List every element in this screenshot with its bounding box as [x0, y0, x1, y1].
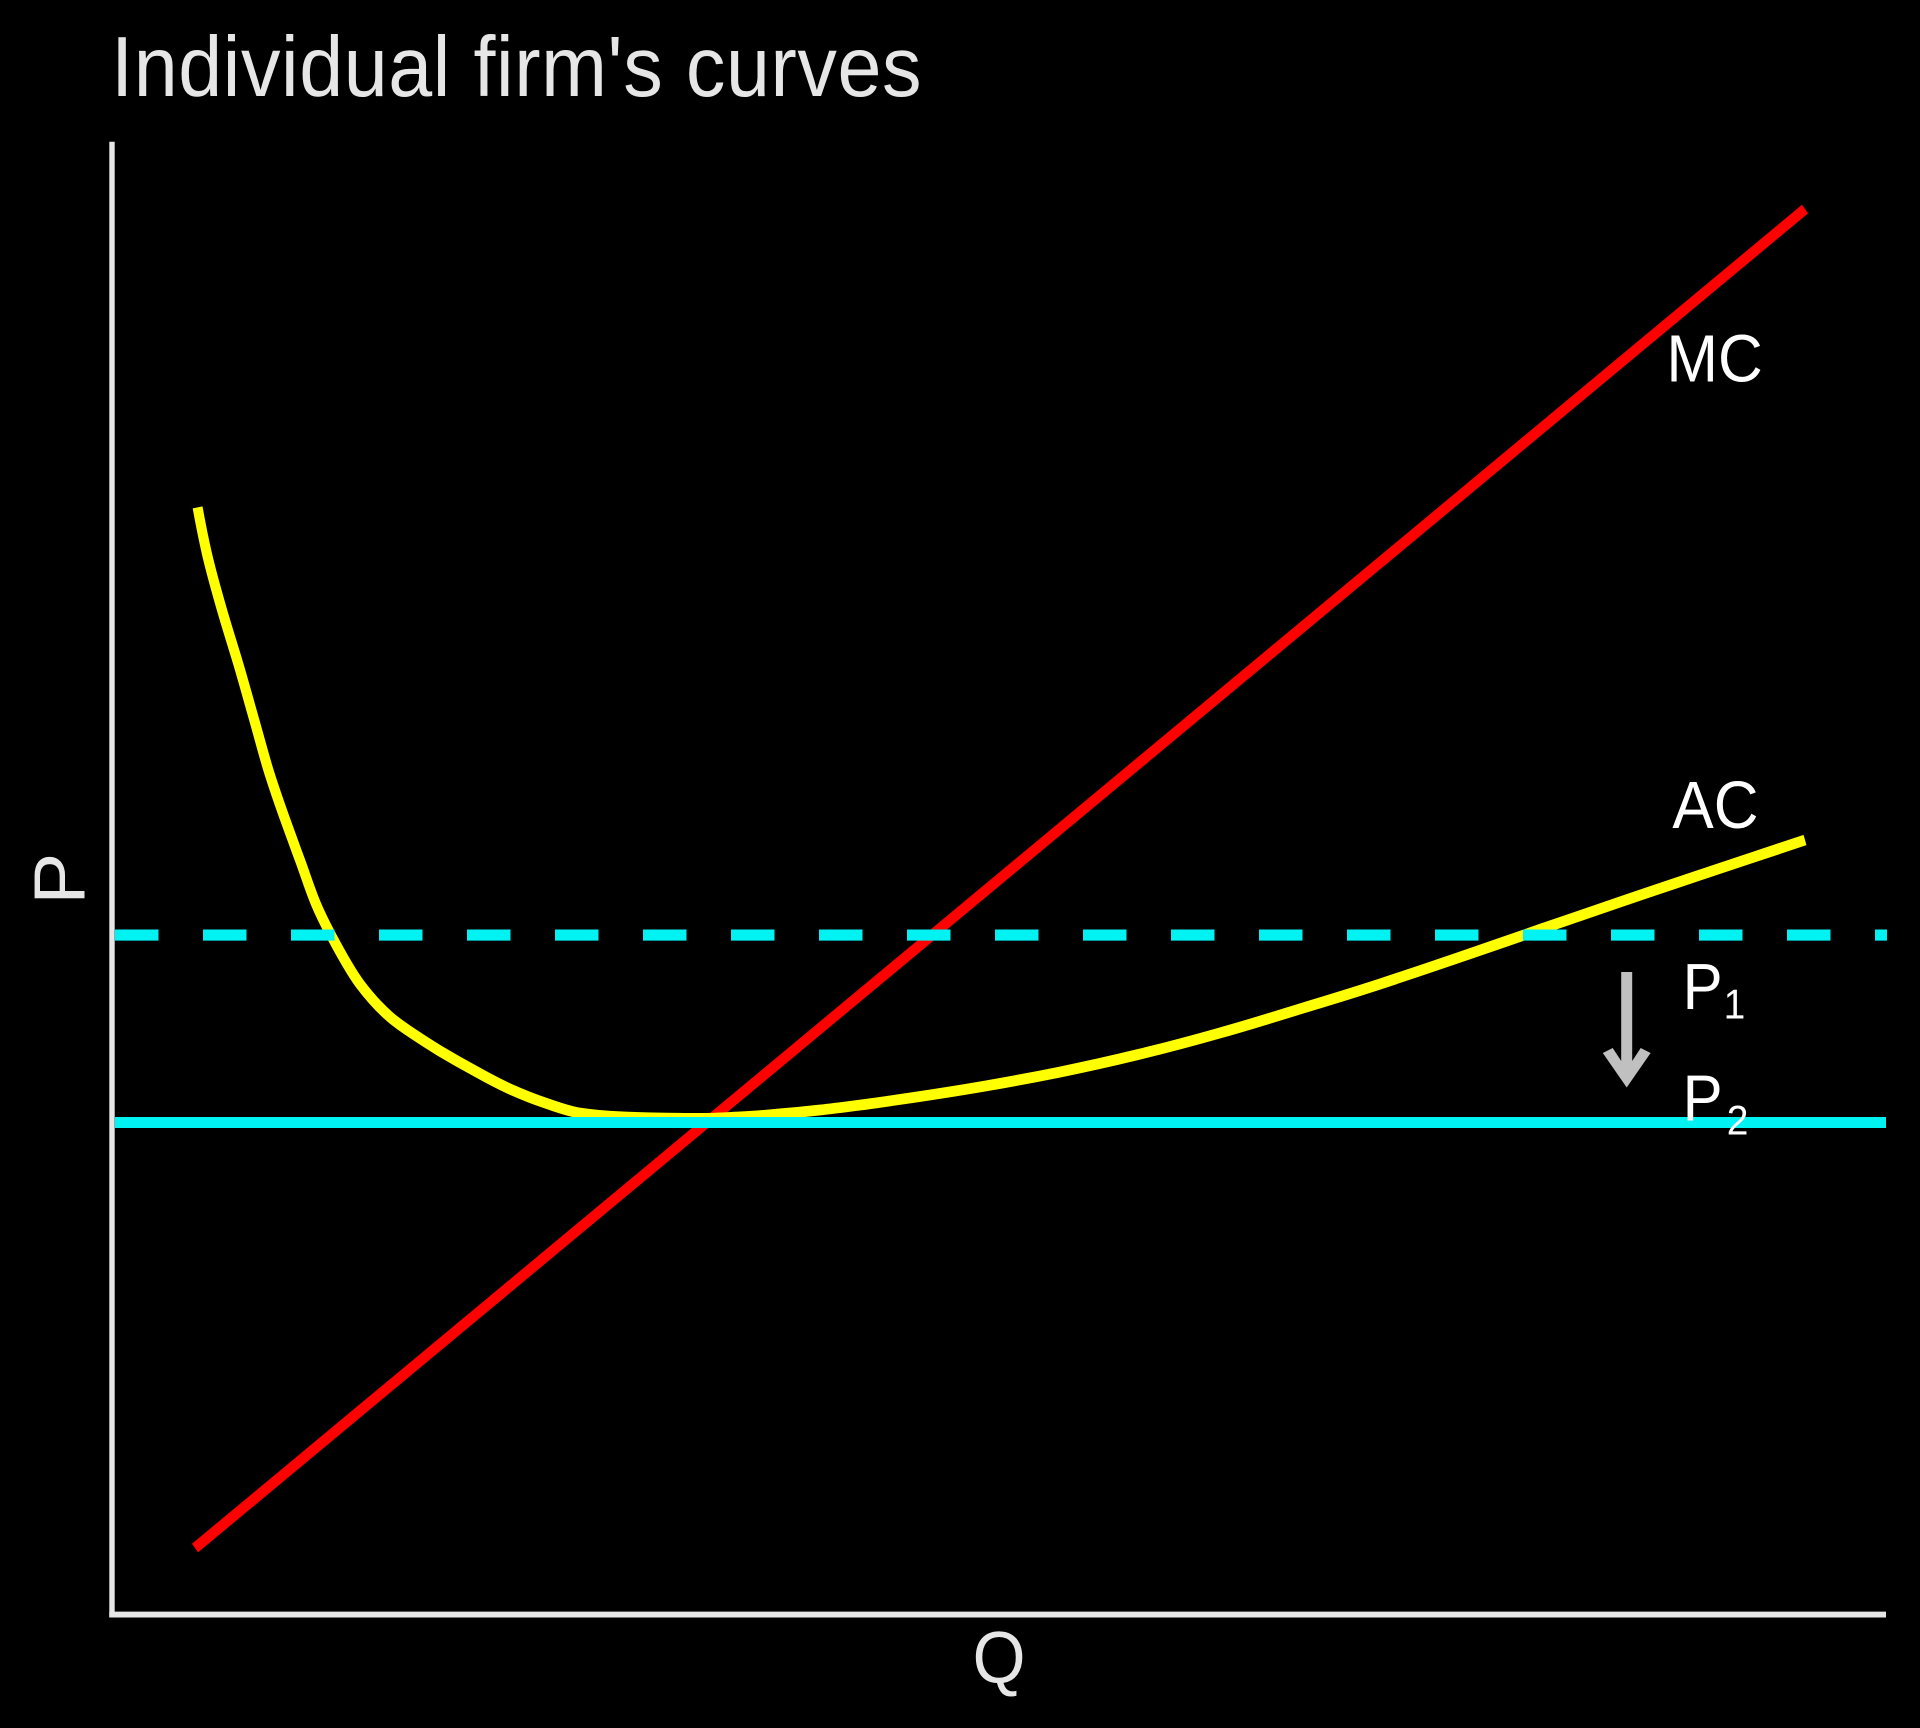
svg-text:AC: AC [1672, 768, 1758, 843]
svg-text:1: 1 [1724, 980, 1746, 1028]
svg-text:P: P [19, 853, 100, 905]
svg-text:Q: Q [973, 1616, 1026, 1698]
svg-text:P: P [1683, 951, 1723, 1024]
svg-text:2: 2 [1727, 1096, 1749, 1144]
svg-text:P: P [1683, 1062, 1723, 1135]
svg-text:Individual firm's curves: Individual firm's curves [111, 20, 922, 114]
svg-text:MC: MC [1666, 321, 1762, 396]
